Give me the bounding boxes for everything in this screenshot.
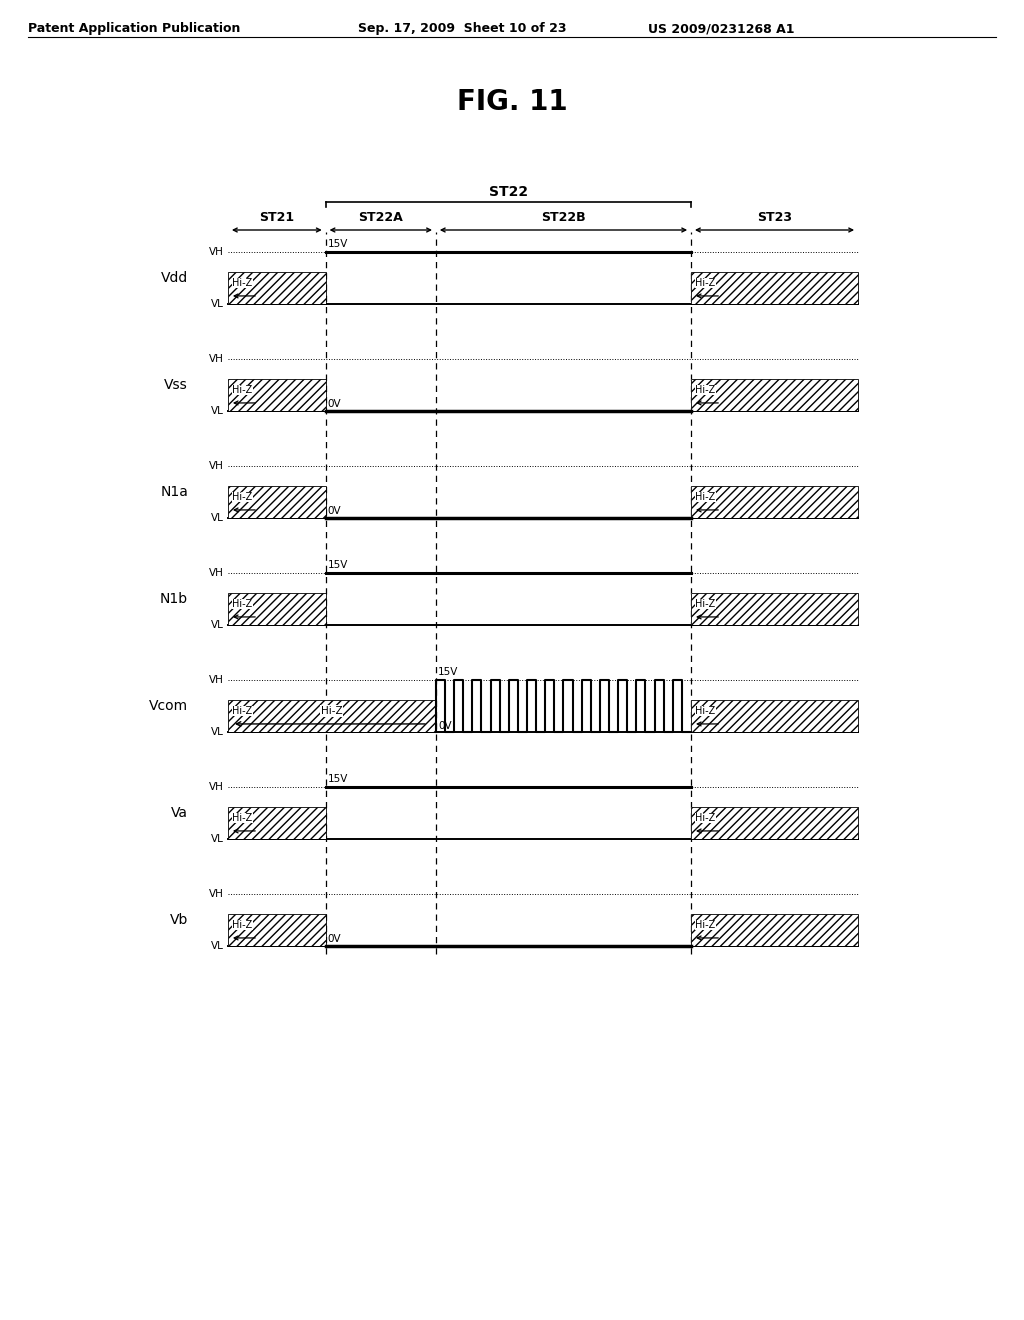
Text: Hi-Z: Hi-Z — [695, 385, 716, 395]
Bar — [691, 913, 858, 946]
Text: VL: VL — [211, 727, 224, 737]
Text: Hi-Z: Hi-Z — [232, 492, 252, 502]
Text: Hi-Z: Hi-Z — [232, 706, 252, 715]
Text: US 2009/0231268 A1: US 2009/0231268 A1 — [648, 22, 795, 36]
Text: VH: VH — [209, 568, 224, 578]
Text: VH: VH — [209, 781, 224, 792]
Text: Vb: Vb — [170, 913, 188, 927]
Bar — [691, 593, 858, 624]
Text: Hi-Z: Hi-Z — [232, 813, 252, 824]
Bar — [691, 700, 858, 733]
Text: N1a: N1a — [160, 484, 188, 499]
Bar — [228, 913, 326, 946]
Bar — [228, 913, 326, 946]
Text: VH: VH — [209, 461, 224, 471]
Bar — [691, 486, 858, 517]
Text: VL: VL — [211, 513, 224, 523]
Text: ST22: ST22 — [488, 185, 528, 199]
Text: VH: VH — [209, 675, 224, 685]
Text: Hi-Z: Hi-Z — [695, 492, 716, 502]
Text: ST22A: ST22A — [358, 211, 403, 224]
Bar — [228, 486, 326, 517]
Bar — [691, 593, 858, 624]
Text: ST23: ST23 — [757, 211, 792, 224]
Text: Vss: Vss — [164, 378, 188, 392]
Text: Hi-Z: Hi-Z — [232, 279, 252, 288]
Text: VL: VL — [211, 407, 224, 416]
Text: 0V: 0V — [328, 935, 341, 944]
Text: Hi-Z: Hi-Z — [232, 920, 252, 931]
Bar — [228, 700, 436, 733]
Text: ST22B: ST22B — [541, 211, 586, 224]
Text: Vdd: Vdd — [161, 271, 188, 285]
Bar — [691, 807, 858, 840]
Bar — [228, 593, 326, 624]
Bar — [691, 913, 858, 946]
Text: Hi-Z: Hi-Z — [322, 706, 343, 715]
Text: VH: VH — [209, 247, 224, 257]
Text: Vcom: Vcom — [148, 700, 188, 713]
Text: 15V: 15V — [328, 239, 348, 249]
Text: Hi-Z: Hi-Z — [232, 599, 252, 609]
Text: N1b: N1b — [160, 591, 188, 606]
Bar — [691, 379, 858, 411]
Bar — [691, 807, 858, 840]
Bar — [228, 700, 436, 733]
Text: VL: VL — [211, 941, 224, 950]
Bar — [691, 700, 858, 733]
Text: Va: Va — [171, 807, 188, 820]
Text: 15V: 15V — [438, 667, 459, 677]
Bar — [228, 379, 326, 411]
Bar — [691, 379, 858, 411]
Text: Hi-Z: Hi-Z — [695, 813, 716, 824]
Text: VL: VL — [211, 620, 224, 630]
Text: Hi-Z: Hi-Z — [695, 920, 716, 931]
Text: Hi-Z: Hi-Z — [695, 706, 716, 715]
Text: 0V: 0V — [438, 721, 452, 731]
Text: FIG. 11: FIG. 11 — [457, 88, 567, 116]
Bar — [228, 272, 326, 304]
Text: Hi-Z: Hi-Z — [695, 279, 716, 288]
Bar — [691, 272, 858, 304]
Text: VH: VH — [209, 354, 224, 364]
Bar — [228, 593, 326, 624]
Text: 0V: 0V — [328, 399, 341, 409]
Text: Sep. 17, 2009  Sheet 10 of 23: Sep. 17, 2009 Sheet 10 of 23 — [358, 22, 566, 36]
Text: 15V: 15V — [328, 774, 348, 784]
Text: Hi-Z: Hi-Z — [695, 599, 716, 609]
Text: VL: VL — [211, 834, 224, 843]
Bar — [228, 379, 326, 411]
Bar — [228, 807, 326, 840]
Text: 15V: 15V — [328, 560, 348, 570]
Bar — [691, 486, 858, 517]
Bar — [228, 272, 326, 304]
Bar — [228, 486, 326, 517]
Text: VL: VL — [211, 300, 224, 309]
Text: Hi-Z: Hi-Z — [232, 385, 252, 395]
Text: 0V: 0V — [328, 506, 341, 516]
Bar — [691, 272, 858, 304]
Text: VH: VH — [209, 888, 224, 899]
Text: Patent Application Publication: Patent Application Publication — [28, 22, 241, 36]
Bar — [228, 807, 326, 840]
Text: ST21: ST21 — [259, 211, 294, 224]
